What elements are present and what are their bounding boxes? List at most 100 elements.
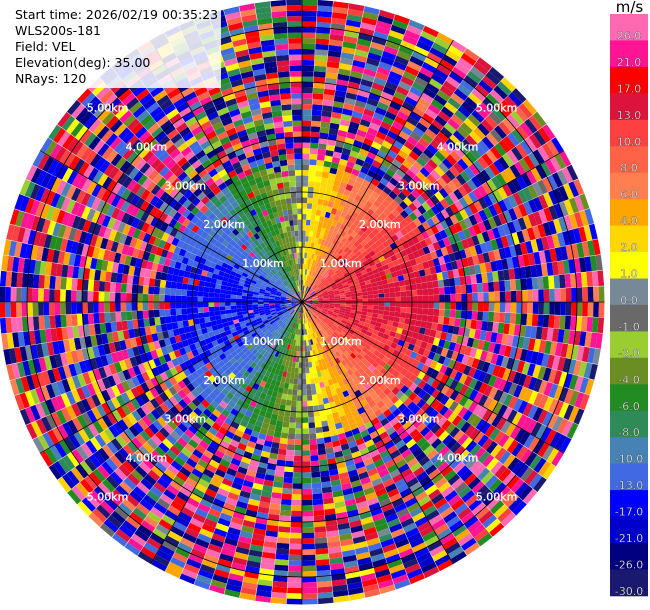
velocity-gate bbox=[563, 404, 575, 421]
velocity-gate bbox=[88, 471, 102, 486]
velocity-gate bbox=[225, 583, 242, 593]
velocity-gate bbox=[173, 373, 183, 383]
velocity-gate bbox=[310, 460, 320, 467]
velocity-gate bbox=[272, 586, 287, 594]
velocity-gate bbox=[302, 428, 309, 434]
velocity-gate bbox=[409, 86, 423, 97]
velocity-gate bbox=[167, 464, 180, 476]
velocity-gate bbox=[397, 149, 409, 160]
velocity-gate bbox=[228, 573, 244, 582]
velocity-gate bbox=[370, 191, 380, 200]
velocity-gate bbox=[340, 211, 347, 219]
velocity-gate bbox=[261, 450, 270, 458]
velocity-gate bbox=[485, 331, 493, 342]
velocity-gate bbox=[126, 378, 136, 390]
velocity-gate bbox=[422, 334, 430, 343]
velocity-gate bbox=[324, 273, 330, 279]
velocity-gate bbox=[334, 450, 344, 458]
velocity-gate bbox=[182, 482, 195, 493]
velocity-gate bbox=[512, 500, 527, 516]
velocity-gate bbox=[302, 422, 309, 429]
velocity-gate bbox=[378, 96, 392, 106]
velocity-gate bbox=[395, 412, 405, 422]
velocity-gate bbox=[231, 312, 238, 317]
velocity-gate bbox=[331, 231, 337, 239]
velocity-gate bbox=[404, 497, 418, 508]
velocity-gate bbox=[423, 163, 434, 174]
velocity-gate bbox=[353, 105, 365, 114]
velocity-gate bbox=[490, 129, 503, 143]
velocity-gate bbox=[158, 442, 170, 454]
velocity-gate bbox=[404, 29, 421, 41]
velocity-gate bbox=[528, 473, 543, 489]
velocity-gate bbox=[533, 130, 547, 146]
velocity-gate bbox=[426, 366, 435, 376]
velocity-gate bbox=[418, 269, 426, 277]
velocity-gate bbox=[458, 485, 472, 499]
velocity-gate bbox=[302, 516, 314, 522]
velocity-gate bbox=[565, 302, 572, 316]
velocity-gate bbox=[492, 364, 501, 377]
velocity-gate bbox=[563, 373, 573, 389]
velocity-gate bbox=[505, 423, 517, 437]
velocity-gate bbox=[401, 468, 413, 479]
velocity-gate bbox=[329, 270, 335, 277]
velocity-gate bbox=[253, 528, 266, 536]
velocity-gate bbox=[156, 498, 171, 510]
velocity-gate bbox=[437, 131, 449, 143]
velocity-gate bbox=[518, 103, 533, 119]
velocity-gate bbox=[123, 477, 137, 490]
velocity-gate bbox=[359, 27, 375, 37]
velocity-gate bbox=[422, 261, 430, 270]
velocity-gate bbox=[205, 417, 215, 427]
velocity-gate bbox=[259, 333, 266, 339]
velocity-gate bbox=[150, 450, 163, 462]
velocity-gate bbox=[178, 327, 186, 335]
velocity-gate bbox=[331, 340, 337, 347]
velocity-gate bbox=[313, 286, 319, 291]
velocity-gate bbox=[311, 394, 318, 401]
velocity-gate bbox=[497, 404, 508, 418]
velocity-gate bbox=[374, 208, 383, 216]
velocity-gate bbox=[460, 52, 477, 66]
velocity-gate bbox=[483, 292, 489, 302]
velocity-gate bbox=[431, 473, 444, 485]
velocity-gate bbox=[273, 362, 279, 369]
velocity-gate bbox=[493, 389, 503, 402]
velocity-gate bbox=[488, 204, 498, 217]
velocity-gate bbox=[259, 312, 266, 316]
velocity-gate bbox=[412, 542, 427, 553]
velocity-gate bbox=[345, 308, 351, 313]
velocity-gate bbox=[265, 312, 272, 316]
velocity-gate bbox=[324, 266, 330, 272]
velocity-gate bbox=[273, 431, 282, 438]
velocity-gate bbox=[307, 322, 311, 329]
velocity-gate bbox=[440, 209, 450, 220]
velocity-gate bbox=[362, 434, 372, 443]
velocity-gate bbox=[302, 0, 318, 6]
velocity-gate bbox=[364, 375, 372, 384]
velocity-gate bbox=[335, 84, 348, 93]
velocity-gate bbox=[366, 169, 376, 178]
velocity-gate bbox=[379, 383, 388, 392]
velocity-gate bbox=[481, 361, 491, 373]
velocity-gate bbox=[443, 184, 454, 196]
velocity-gate bbox=[214, 297, 220, 302]
velocity-gate bbox=[385, 195, 394, 204]
velocity-gate bbox=[298, 329, 301, 335]
velocity-gate bbox=[302, 543, 315, 550]
velocity-gate bbox=[382, 186, 392, 195]
velocity-gate bbox=[553, 203, 564, 219]
velocity-gate bbox=[304, 329, 308, 335]
velocity-gate bbox=[276, 311, 283, 315]
velocity-gate bbox=[340, 366, 347, 374]
velocity-gate bbox=[285, 349, 290, 356]
velocity-gate bbox=[314, 65, 327, 73]
velocity-gate bbox=[314, 337, 318, 344]
velocity-gate bbox=[302, 258, 305, 264]
velocity-gate bbox=[291, 505, 302, 511]
velocity-gate bbox=[305, 334, 308, 341]
velocity-gate bbox=[478, 197, 489, 210]
velocity-gate bbox=[532, 439, 545, 455]
velocity-gate bbox=[307, 264, 310, 270]
